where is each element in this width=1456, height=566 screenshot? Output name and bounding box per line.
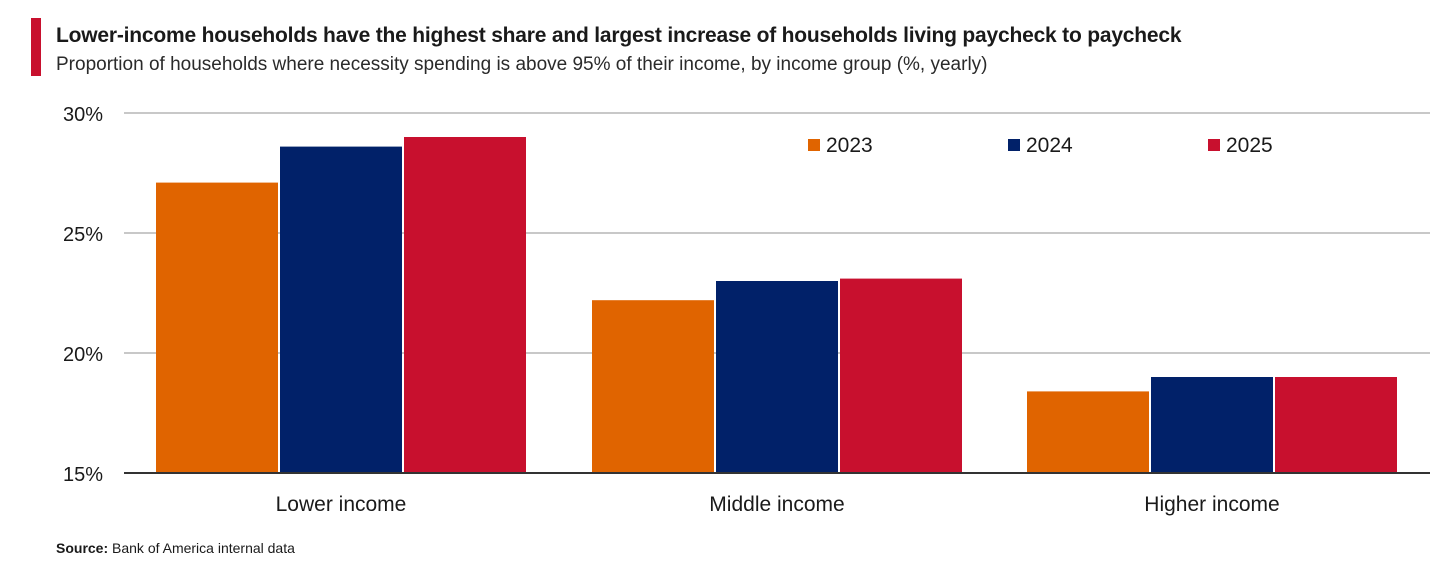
bar (840, 278, 962, 473)
chart-title: Lower-income households have the highest… (56, 24, 1182, 47)
legend-swatch (1008, 139, 1020, 151)
x-tick-label: Higher income (1144, 493, 1279, 516)
source-text: Bank of America internal data (112, 540, 295, 556)
bar (716, 281, 838, 473)
x-tick-label: Lower income (276, 493, 407, 516)
bar (280, 146, 402, 473)
y-tick-label: 20% (63, 344, 103, 366)
legend-swatch (808, 139, 820, 151)
legend-label: 2025 (1226, 134, 1273, 157)
bar (592, 300, 714, 473)
bar (1151, 377, 1273, 473)
bar (1275, 377, 1397, 473)
bar (404, 137, 526, 473)
bar (1027, 391, 1149, 473)
title-accent-bar (31, 18, 41, 76)
legend-label: 2023 (826, 134, 873, 157)
bar (156, 182, 278, 473)
y-tick-label: 30% (63, 104, 103, 126)
x-tick-label: Middle income (709, 493, 844, 516)
source-note: Source: Bank of America internal data (56, 540, 295, 556)
legend-label: 2024 (1026, 134, 1073, 157)
y-tick-label: 25% (63, 224, 103, 246)
source-label: Source: (56, 540, 109, 556)
legend-swatch (1208, 139, 1220, 151)
y-tick-label: 15% (63, 464, 103, 486)
chart-subtitle: Proportion of households where necessity… (56, 54, 988, 75)
